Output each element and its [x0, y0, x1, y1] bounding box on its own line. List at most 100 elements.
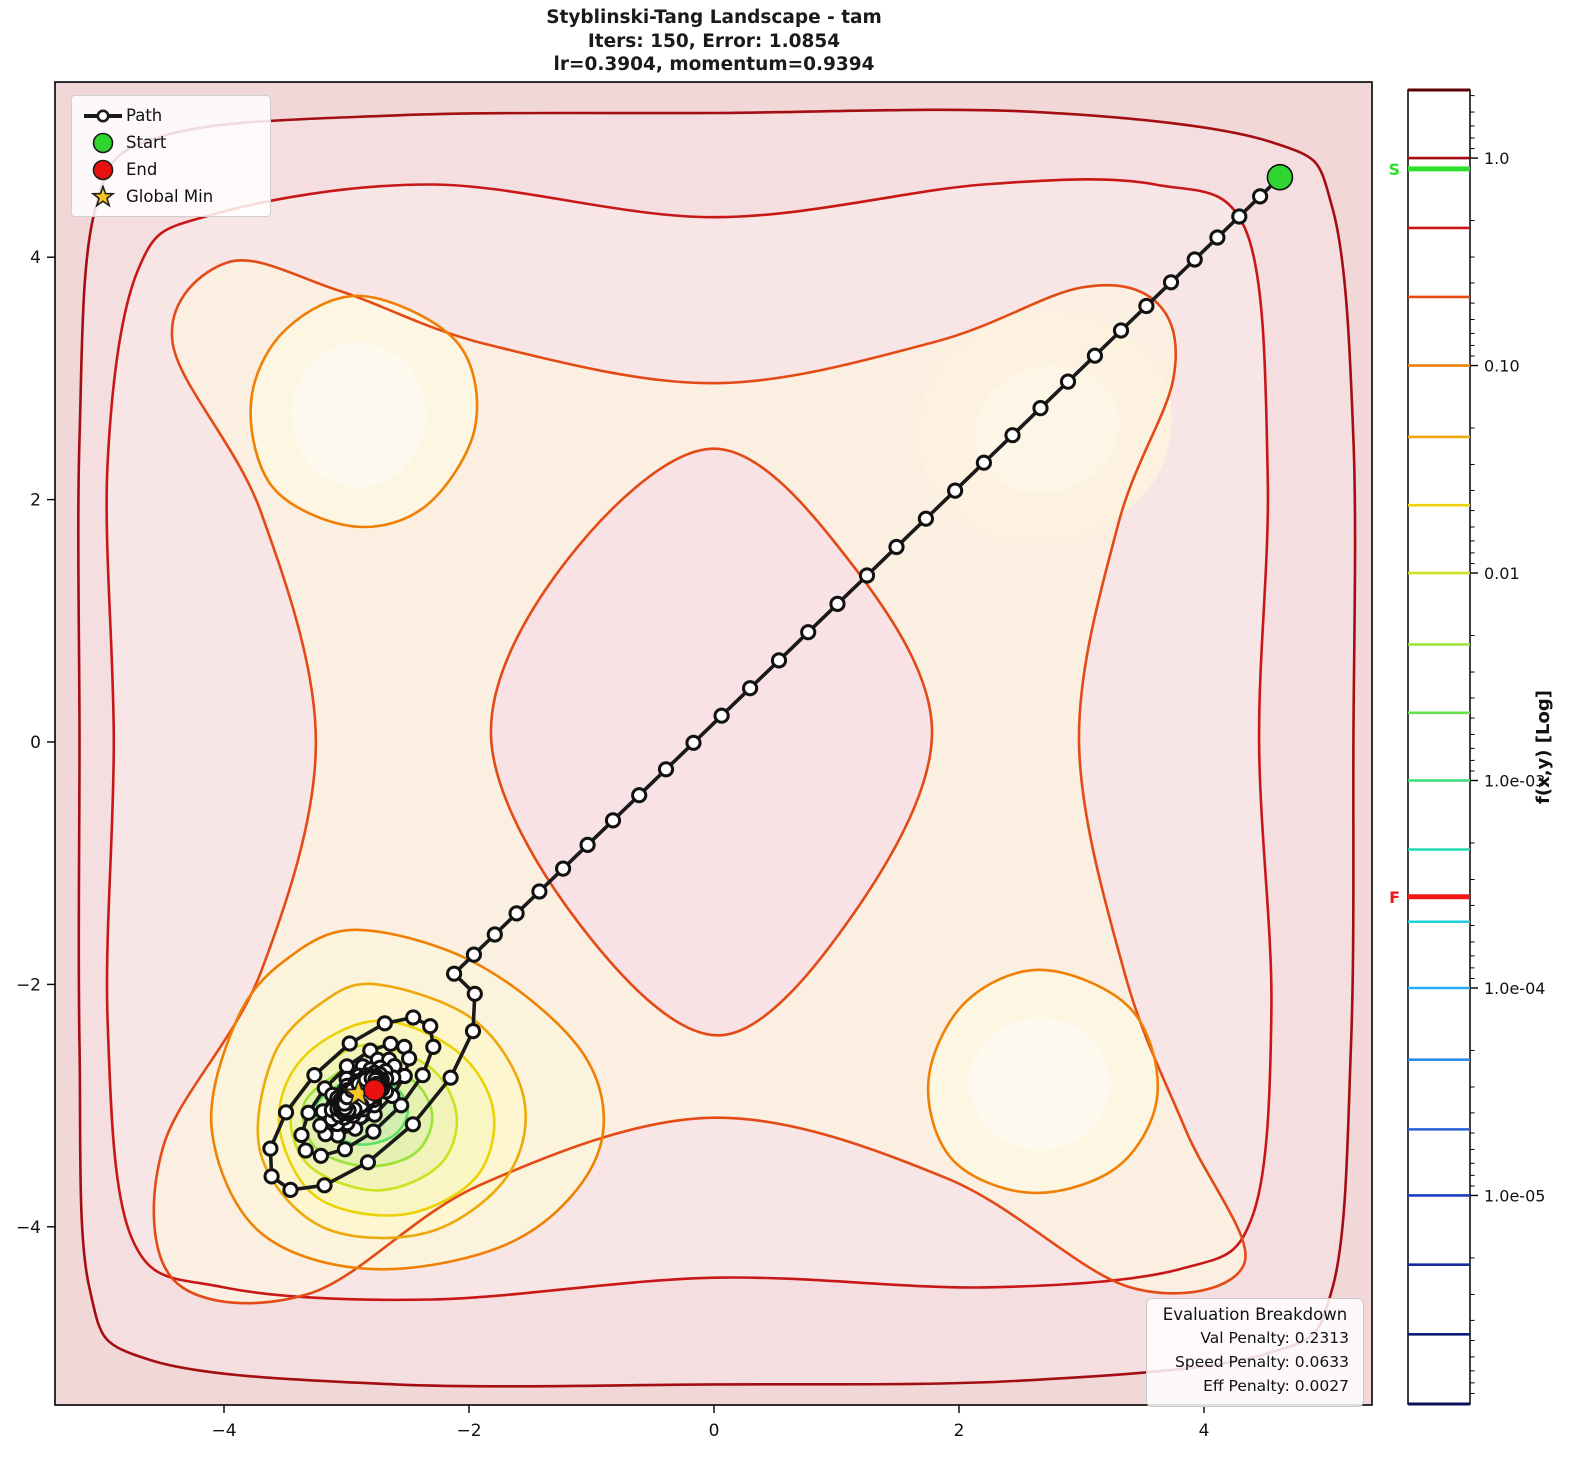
- fill-basin-top-left-core: [291, 342, 427, 488]
- x-tick-label: −2: [456, 1421, 481, 1441]
- path-line-marker-icon: [80, 108, 126, 124]
- path-marker: [657, 761, 675, 778]
- end-marker: [363, 1078, 386, 1102]
- path-marker: [282, 1181, 299, 1199]
- title-line-1: Styblinski-Tang Landscape - tam: [546, 7, 882, 28]
- contour-level-4-bottom-right: [926, 968, 1160, 1195]
- y-tick-label: 4: [30, 248, 41, 268]
- legend-label-global-min: Global Min: [126, 187, 214, 206]
- path-marker: [975, 454, 993, 471]
- path-marker: [263, 1168, 280, 1185]
- path-marker: [277, 1104, 295, 1121]
- path-marker: [947, 482, 964, 499]
- global-min-star-icon: [80, 184, 126, 209]
- path-marker: [414, 1067, 431, 1084]
- start-circle-icon: [80, 132, 126, 154]
- colorbar-tick-label: 0.01: [1484, 564, 1520, 583]
- val-penalty: Val Penalty: 0.2313: [1200, 1329, 1349, 1347]
- fill-central-saddle: [490, 448, 933, 1036]
- path-marker: [508, 905, 525, 922]
- path-marker: [422, 1018, 439, 1035]
- legend-item-end: End: [80, 156, 262, 183]
- legend-item-global-min: Global Min: [80, 183, 262, 210]
- eff-penalty: Eff Penalty: 0.0027: [1203, 1377, 1349, 1395]
- path-marker: [1138, 297, 1155, 315]
- title-line-2: Iters: 150, Error: 1.0854: [587, 30, 841, 52]
- path-marker: [262, 1140, 279, 1157]
- path-marker: [1186, 251, 1203, 268]
- path-marker: [770, 652, 788, 669]
- title-line-3: lr=0.3904, momentum=0.9394: [553, 54, 875, 75]
- colorbar-bar: [1407, 89, 1471, 1405]
- y-tick-label: −4: [16, 1218, 41, 1238]
- colorbar-tick-label: 1.0: [1484, 149, 1509, 168]
- path-marker: [293, 1126, 310, 1144]
- end-circle-icon: [80, 159, 126, 181]
- path-marker: [316, 1177, 333, 1194]
- y-tick-label: 2: [30, 491, 41, 511]
- evaluation-breakdown-box: Evaluation Breakdown Val Penalty: 0.2313…: [1146, 1298, 1364, 1407]
- path-marker: [685, 734, 702, 751]
- legend-item-start: Start: [80, 129, 262, 156]
- path-marker: [631, 787, 648, 804]
- path-marker: [405, 1009, 422, 1026]
- path-marker: [306, 1067, 323, 1084]
- path-marker: [336, 1141, 353, 1158]
- path-marker: [486, 926, 503, 943]
- fill-basin-top-right-core: [974, 365, 1120, 493]
- path-marker: [1162, 274, 1180, 291]
- fill-basin-bottom-right-core: [968, 1017, 1111, 1151]
- path-marker: [341, 1035, 358, 1052]
- optimization-path: [262, 163, 1294, 1199]
- path-marker: [466, 985, 483, 1002]
- evaluation-breakdown-title: Evaluation Breakdown: [1162, 1305, 1348, 1324]
- colorbar-final-line-label: F: [1389, 888, 1400, 907]
- path-marker: [917, 510, 935, 527]
- path-marker: [800, 624, 817, 641]
- path-marker: [579, 836, 596, 854]
- path-marker: [297, 1142, 314, 1159]
- path-marker: [829, 595, 846, 613]
- path-marker: [382, 1035, 399, 1052]
- contour-level-1: [77, 108, 1357, 1388]
- path-marker: [464, 1023, 482, 1040]
- contour-level-4-top-left: [249, 294, 479, 529]
- contour-level-4-bottom-left: [209, 928, 606, 1271]
- path-marker: [1004, 427, 1021, 444]
- contour-level-2: [105, 178, 1273, 1302]
- start-marker: [1266, 163, 1294, 191]
- path-marker: [1086, 347, 1104, 364]
- x-tick-label: −4: [211, 1421, 236, 1441]
- path-marker: [465, 946, 482, 963]
- colorbar: S F 1.0 0.10 0.01 1.0e-03 1.0e-04 1.0e-05 f(x,y)…: [1388, 88, 1554, 1406]
- y-tick-label: 0: [30, 733, 41, 753]
- path-marker: [555, 860, 572, 877]
- path-marker: [1231, 208, 1248, 225]
- path-marker: [312, 1147, 329, 1164]
- contour-level-5-bottom-left: [256, 982, 528, 1240]
- path-marker: [713, 707, 730, 724]
- path-marker: [393, 1097, 410, 1114]
- path-marker: [376, 1015, 393, 1032]
- path-marker: [1032, 400, 1049, 417]
- colorbar-axis-label: f(x,y) [Log]: [1533, 690, 1554, 804]
- path-marker: [1059, 373, 1077, 390]
- path-marker: [425, 1038, 442, 1056]
- path-marker: [404, 1116, 421, 1133]
- legend-label-end: End: [126, 160, 158, 179]
- contour-level-3-clover: [152, 258, 1247, 1305]
- speed-penalty: Speed Penalty: 0.0633: [1175, 1353, 1349, 1371]
- x-tick-label: 4: [1199, 1421, 1210, 1441]
- path-marker: [742, 680, 759, 697]
- colorbar-tick-label: 1.0e-03: [1484, 772, 1545, 791]
- contour-lines: [77, 108, 1357, 1388]
- legend-label-path: Path: [126, 106, 163, 125]
- path-marker: [1209, 229, 1226, 246]
- contour-level-6-bottom-left: [277, 1019, 496, 1217]
- path-marker: [442, 1069, 459, 1086]
- colorbar-tick-label: 1.0e-04: [1484, 979, 1545, 998]
- path-marker: [888, 538, 905, 556]
- colorbar-tick-label: 1.0e-05: [1484, 1186, 1545, 1205]
- chart-title: Styblinski-Tang Landscape - tam Iters: 1…: [55, 6, 1373, 77]
